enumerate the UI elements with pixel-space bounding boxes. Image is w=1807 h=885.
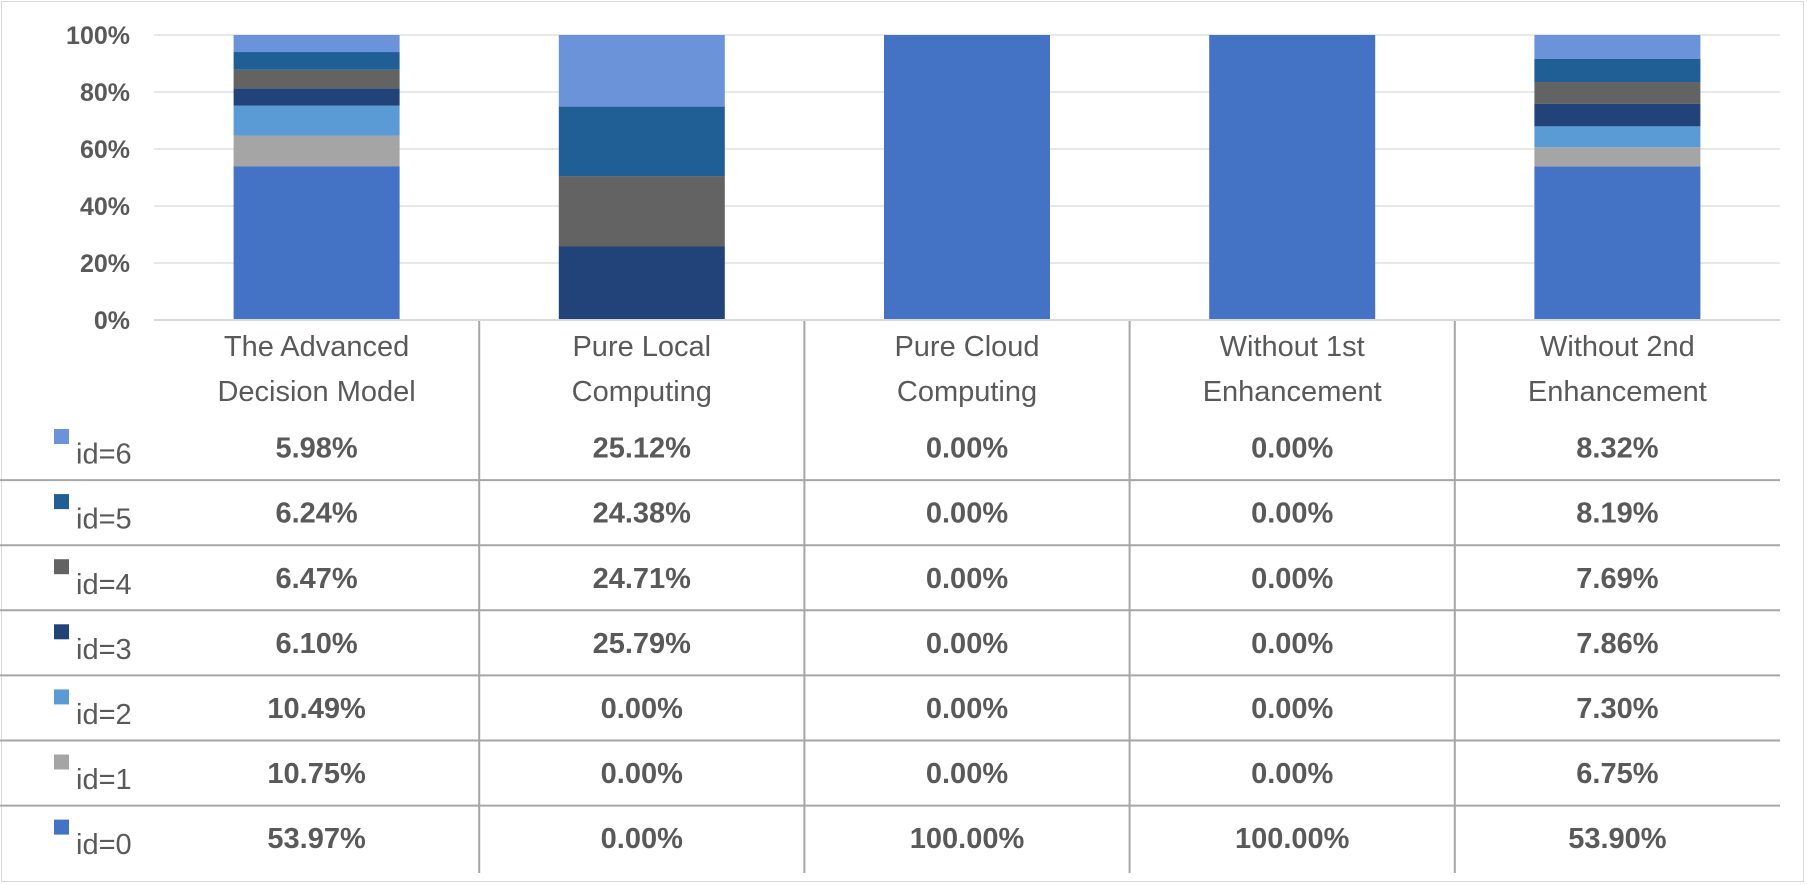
y-tick-label: 0% <box>94 307 130 335</box>
bar-segment <box>558 106 725 177</box>
data-label: 0.00% <box>926 433 1008 465</box>
bar-segment <box>233 135 400 167</box>
y-tick-label: 40% <box>80 193 130 221</box>
legend-key <box>54 494 69 510</box>
bar-segment <box>558 176 725 247</box>
bar-segment <box>233 105 400 136</box>
legend-key <box>54 689 69 705</box>
category-label: Computing <box>572 376 712 408</box>
data-label: 10.49% <box>267 693 366 725</box>
bar-segment <box>233 166 400 320</box>
bar-segment <box>1534 103 1701 127</box>
bar-segment <box>1534 34 1701 59</box>
category-label: Without 1st <box>1220 331 1365 363</box>
bar-segment <box>1534 82 1701 104</box>
y-tick-label: 80% <box>80 79 130 107</box>
data-label: 0.00% <box>926 563 1008 595</box>
y-tick-label: 20% <box>80 250 130 278</box>
data-label: 6.75% <box>1576 758 1658 790</box>
legend-key <box>54 819 69 835</box>
category-label: Enhancement <box>1528 376 1707 408</box>
bar-segment <box>1534 58 1701 83</box>
bar-segment <box>1534 126 1701 148</box>
y-tick-label: 100% <box>66 22 130 50</box>
data-label: 7.69% <box>1576 563 1658 595</box>
data-label: 6.10% <box>275 628 357 660</box>
data-label: 0.00% <box>926 498 1008 530</box>
data-label: 0.00% <box>1251 563 1333 595</box>
data-label: 0.00% <box>1251 758 1333 790</box>
data-label: 0.00% <box>926 628 1008 660</box>
data-label: 6.47% <box>275 563 357 595</box>
series-row-label: id=1 <box>76 764 132 796</box>
bar-segment <box>233 35 400 53</box>
data-label: 53.97% <box>267 823 366 855</box>
series-row-label: id=0 <box>76 829 132 861</box>
category-label: Pure Local <box>572 331 711 363</box>
data-label: 5.98% <box>275 433 357 465</box>
y-tick-label: 60% <box>80 136 130 164</box>
data-label: 0.00% <box>926 693 1008 725</box>
data-label: 8.32% <box>1576 433 1658 465</box>
data-label: 0.00% <box>926 758 1008 790</box>
data-label: 10.75% <box>267 758 366 790</box>
data-label: 24.71% <box>593 563 692 595</box>
bar-segment <box>1534 166 1701 320</box>
bar-segment <box>233 69 400 89</box>
series-row-label: id=3 <box>76 634 132 666</box>
data-label: 8.19% <box>1576 498 1658 530</box>
series-row-label: id=2 <box>76 699 132 731</box>
data-label: 25.79% <box>593 628 692 660</box>
data-label: 0.00% <box>601 823 683 855</box>
category-label: Enhancement <box>1203 376 1382 408</box>
series-row-label: id=4 <box>76 569 132 601</box>
category-label: Computing <box>897 376 1037 408</box>
data-label: 24.38% <box>593 498 692 530</box>
legend-key <box>54 559 69 575</box>
series-row-label: id=5 <box>76 504 132 536</box>
bar-segment <box>558 35 725 107</box>
data-label: 0.00% <box>601 693 683 725</box>
data-label: 100.00% <box>1235 823 1350 855</box>
series-row-label: id=6 <box>76 439 132 471</box>
data-label: 0.00% <box>1251 693 1333 725</box>
data-label: 0.00% <box>601 758 683 790</box>
data-label: 7.30% <box>1576 693 1658 725</box>
data-label: 0.00% <box>1251 498 1333 530</box>
bar-segment <box>233 88 400 106</box>
data-label: 7.86% <box>1576 628 1658 660</box>
data-label: 25.12% <box>593 433 692 465</box>
bar-segment <box>233 52 400 70</box>
data-label: 100.00% <box>910 823 1025 855</box>
bar-segment <box>884 35 1050 320</box>
data-label: 0.00% <box>1251 628 1333 660</box>
bar-segment <box>558 246 725 320</box>
bar-segment <box>1534 147 1701 167</box>
category-label: Decision Model <box>217 376 415 408</box>
data-label: 53.90% <box>1568 823 1667 855</box>
category-label: The Advanced <box>224 331 409 363</box>
legend-key <box>54 429 69 444</box>
legend-key <box>54 754 69 770</box>
data-label: 0.00% <box>1251 433 1333 465</box>
data-label: 6.24% <box>275 498 357 530</box>
category-label: Pure Cloud <box>894 331 1039 363</box>
category-label: Without 2nd <box>1540 331 1695 363</box>
bar-segment <box>1209 35 1376 320</box>
legend-key <box>54 624 69 640</box>
